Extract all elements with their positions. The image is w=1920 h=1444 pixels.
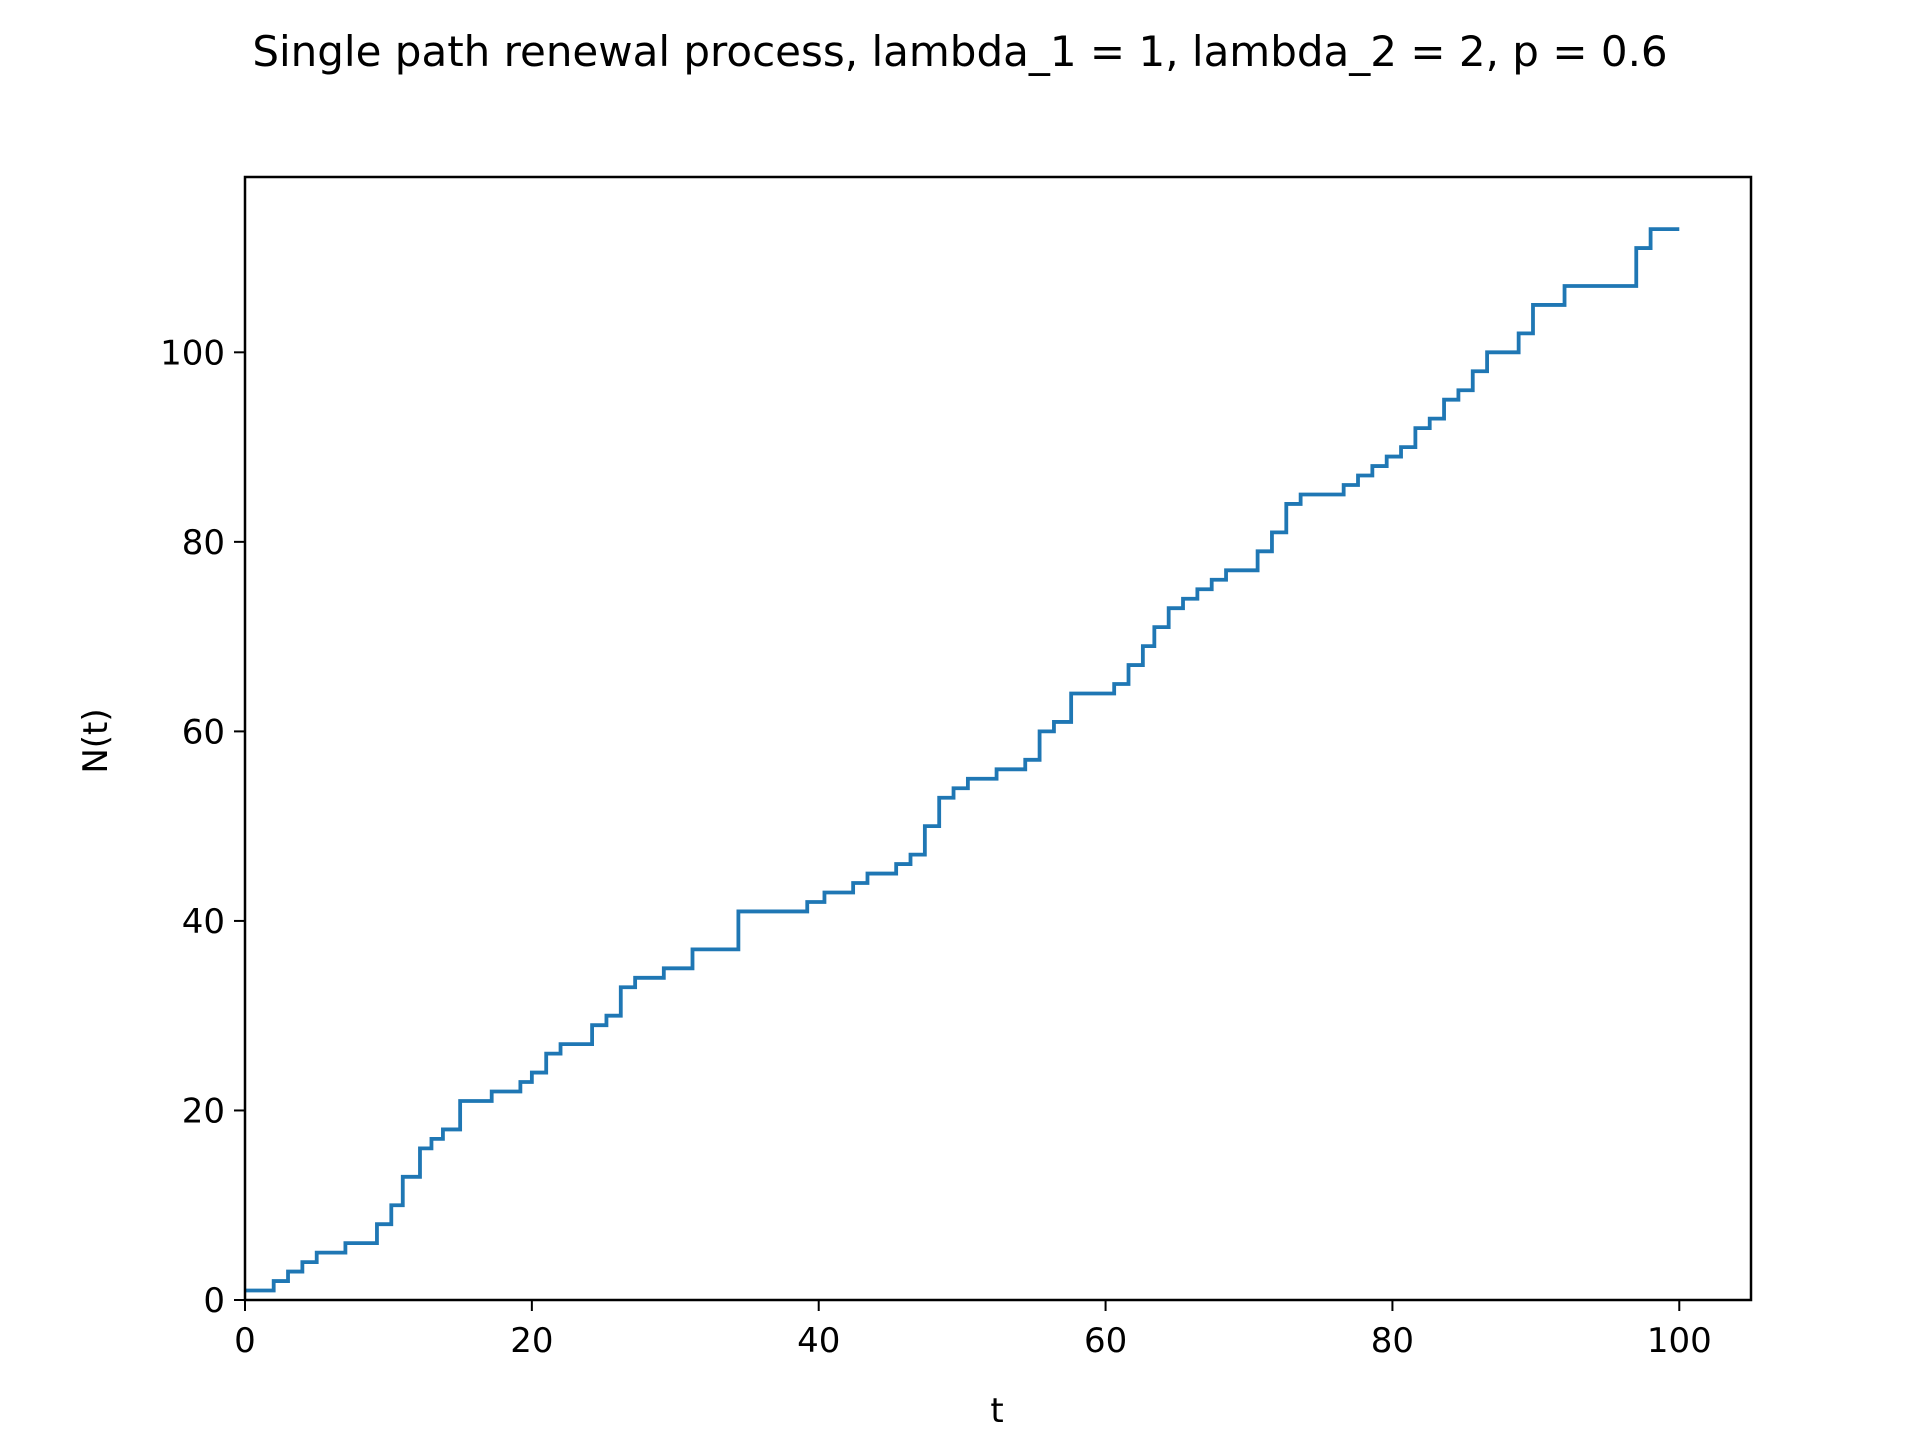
x-tick-label: 60 (1084, 1321, 1127, 1361)
x-tick-label: 40 (797, 1321, 840, 1361)
plot-area (245, 227, 1680, 1293)
y-axis-ticks: 0 20 40 60 80 100 (160, 333, 245, 1321)
plot-frame (243, 175, 1753, 1302)
y-axis-label: N(t) (76, 708, 116, 773)
y-tick-label: 80 (182, 523, 225, 563)
x-tick-label: 0 (234, 1321, 256, 1361)
x-tick-label: 20 (510, 1321, 553, 1361)
x-axis-ticks: 0 20 40 60 80 100 (234, 1300, 1712, 1361)
series-line-0 (245, 227, 1680, 1293)
x-tick-label: 100 (1647, 1321, 1712, 1361)
chart-title: Single path renewal process, lambda_1 = … (252, 27, 1667, 76)
y-tick-label: 40 (182, 902, 225, 942)
y-tick-label: 0 (203, 1281, 225, 1321)
y-tick-label: 100 (160, 333, 225, 373)
x-axis-label: t (990, 1391, 1003, 1431)
x-tick-label: 80 (1371, 1321, 1414, 1361)
y-tick-label: 60 (182, 712, 225, 752)
y-tick-label: 20 (182, 1091, 225, 1131)
